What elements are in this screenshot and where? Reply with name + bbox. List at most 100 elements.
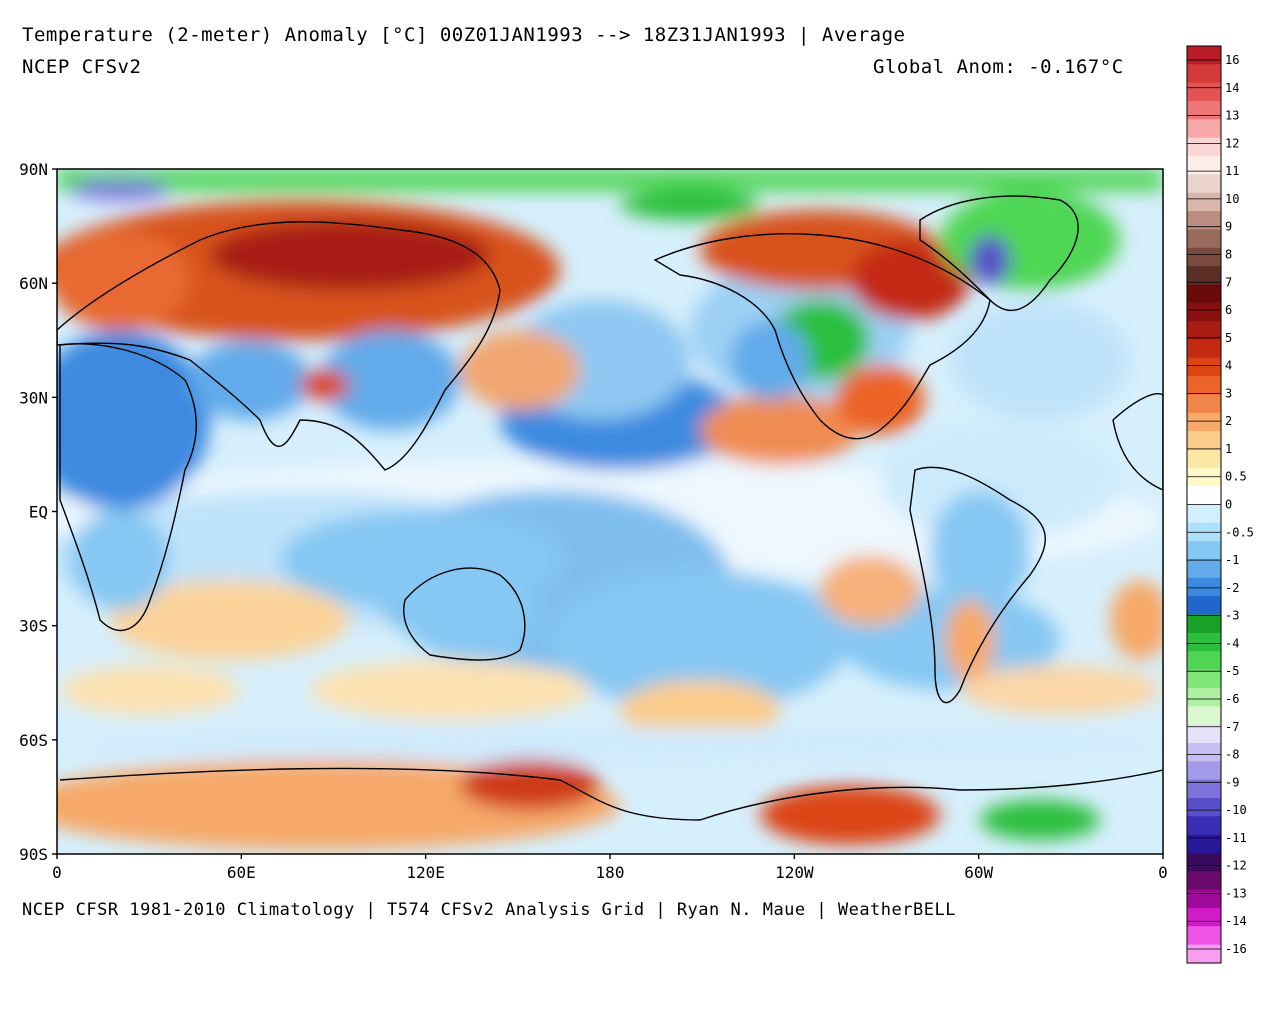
- colorbar-swatch: [1187, 394, 1221, 414]
- lat-tick-label: EQ: [29, 503, 48, 522]
- colorbar-swatch: [1187, 229, 1221, 249]
- colorbar-swatch: [1187, 486, 1221, 505]
- colorbar-label: -9: [1225, 775, 1239, 789]
- colorbar-swatch: [1187, 724, 1221, 744]
- colorbar-label: 16: [1225, 53, 1239, 67]
- colorbar-swatch: [1187, 669, 1221, 689]
- colorbar-label: -4: [1225, 636, 1239, 650]
- colorbar-swatch: [1187, 284, 1221, 304]
- colorbar-swatch: [1187, 761, 1221, 781]
- colorbar-label: 10: [1225, 192, 1239, 206]
- colorbar-swatch: [1187, 816, 1221, 836]
- colorbar-swatch: [1187, 742, 1221, 762]
- colorbar-swatch: [1187, 376, 1221, 395]
- colorbar-label: -13: [1225, 886, 1247, 900]
- colorbar-swatch: [1187, 632, 1221, 652]
- lon-tick-label: 180: [596, 863, 625, 882]
- lon-tick-label: 0: [52, 863, 62, 882]
- colorbar-swatch: [1187, 577, 1221, 597]
- colorbar-label: -10: [1225, 803, 1247, 817]
- lat-tick-label: 90S: [19, 845, 48, 864]
- colorbar-swatch: [1187, 431, 1221, 450]
- colorbar-swatch: [1187, 449, 1221, 469]
- colorbar-swatch: [1187, 852, 1221, 872]
- colorbar-label: 0.5: [1225, 470, 1247, 484]
- colorbar-label: 13: [1225, 109, 1239, 123]
- lat-tick-label: 90N: [19, 160, 48, 179]
- colorbar-swatch: [1187, 64, 1221, 84]
- colorbar-label: -0.5: [1225, 525, 1254, 539]
- colorbar-swatch: [1187, 46, 1221, 65]
- colorbar-label: -1: [1225, 553, 1239, 567]
- colorbar-swatch: [1187, 706, 1221, 726]
- colorbar-swatch: [1187, 119, 1221, 139]
- colorbar-swatch: [1187, 944, 1221, 964]
- colorbar-label: -5: [1225, 664, 1239, 678]
- colorbar-label: -11: [1225, 831, 1247, 845]
- colorbar-label: 0: [1225, 498, 1232, 512]
- coastlines: [57, 195, 1163, 821]
- global-anomaly-label: Global Anom: -0.167°C: [873, 56, 1124, 78]
- chart-title: Temperature (2-meter) Anomaly [°C] 00Z01…: [22, 24, 906, 46]
- colorbar-label: 4: [1225, 359, 1232, 373]
- colorbar-swatch: [1187, 156, 1221, 175]
- colorbar-swatch: [1187, 82, 1221, 102]
- colorbar-label: -2: [1225, 581, 1239, 595]
- colorbar-swatch: [1187, 541, 1221, 561]
- colorbar-label: 7: [1225, 275, 1232, 289]
- lat-tick-label: 60S: [19, 731, 48, 750]
- colorbar-label: 2: [1225, 414, 1232, 428]
- colorbar-swatch: [1187, 211, 1221, 230]
- colorbar-swatch: [1187, 174, 1221, 194]
- lon-tick-label: 60W: [964, 863, 993, 882]
- colorbar-swatch: [1187, 907, 1221, 927]
- colorbar-label: 8: [1225, 247, 1232, 261]
- colorbar-label: 9: [1225, 220, 1232, 234]
- colorbar-swatch: [1187, 889, 1221, 909]
- longitude-axis: 0 60E 120E 180 120W 60W 0: [52, 854, 1168, 882]
- colorbar-label: -7: [1225, 720, 1239, 734]
- colorbar-label: 11: [1225, 164, 1239, 178]
- colorbar-label: -6: [1225, 692, 1239, 706]
- colorbar-swatch: [1187, 467, 1221, 487]
- colorbar-swatch: [1187, 266, 1221, 285]
- colorbar-swatch: [1187, 302, 1221, 322]
- colorbar-label: 12: [1225, 136, 1239, 150]
- colorbar-label: -8: [1225, 748, 1239, 762]
- colorbar-label: -16: [1225, 942, 1247, 956]
- colorbar-swatch: [1187, 559, 1221, 579]
- colorbar-label: -14: [1225, 914, 1247, 928]
- colorbar-swatch: [1187, 926, 1221, 946]
- colorbar-swatch: [1187, 339, 1221, 359]
- colorbar-swatch: [1187, 321, 1221, 340]
- lon-tick-label: 120E: [406, 863, 445, 882]
- colorbar-swatch: [1187, 779, 1221, 799]
- colorbar-swatch: [1187, 871, 1221, 891]
- footer-credits: NCEP CFSR 1981-2010 Climatology | T574 C…: [22, 900, 956, 920]
- lat-tick-label: 60N: [19, 274, 48, 293]
- colorbar-swatch: [1187, 651, 1221, 671]
- lat-tick-label: 30S: [19, 617, 48, 636]
- colorbar-swatch: [1187, 412, 1221, 432]
- lon-tick-label: 0: [1158, 863, 1168, 882]
- colorbar-swatch: [1187, 504, 1221, 524]
- colorbar-swatch: [1187, 797, 1221, 817]
- model-label: NCEP CFSv2: [22, 56, 142, 78]
- lon-tick-label: 120W: [775, 863, 814, 882]
- colorbar-label: -12: [1225, 859, 1247, 873]
- colorbar-swatch: [1187, 834, 1221, 854]
- colorbar-swatch: [1187, 614, 1221, 634]
- colorbar-swatch: [1187, 192, 1221, 212]
- colorbar-swatch: [1187, 687, 1221, 707]
- colorbar-swatch: [1187, 357, 1221, 377]
- colorbar-swatch: [1187, 247, 1221, 267]
- colorbar-label: 5: [1225, 331, 1232, 345]
- lat-tick-label: 30N: [19, 388, 48, 407]
- colorbar-label: 1: [1225, 442, 1232, 456]
- colorbar-label: 14: [1225, 81, 1239, 95]
- colorbar-swatch: [1187, 101, 1221, 120]
- lon-tick-label: 60E: [227, 863, 256, 882]
- colorbar-swatch: [1187, 137, 1221, 157]
- colorbar-swatch: [1187, 596, 1221, 616]
